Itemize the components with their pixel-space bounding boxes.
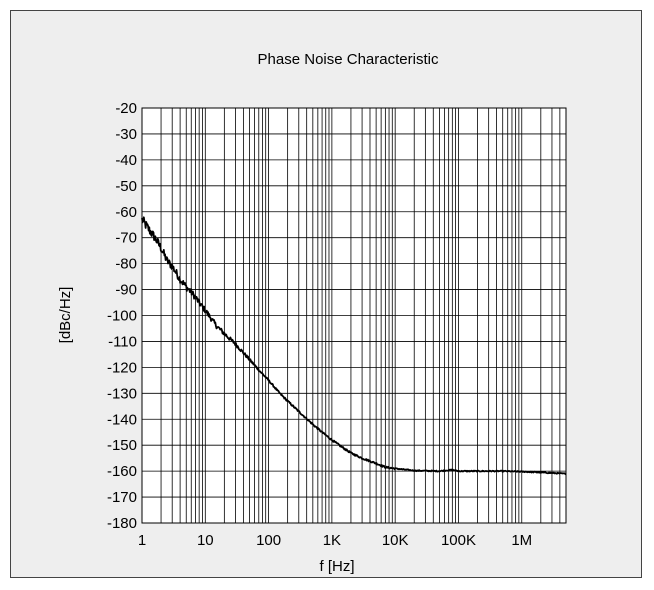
grid — [142, 108, 566, 523]
y-tick-label: -30 — [115, 126, 137, 143]
y-tick-label: -110 — [108, 333, 137, 350]
y-tick-label: -160 — [107, 463, 137, 480]
y-tick-label: -90 — [115, 282, 137, 299]
x-tick-label: 100K — [441, 532, 476, 549]
y-tick-label: -100 — [107, 308, 137, 325]
phase-noise-series — [141, 216, 567, 476]
y-tick-label: -40 — [115, 152, 137, 169]
x-tick-label: 1 — [138, 532, 146, 549]
plot-area-border — [141, 107, 567, 524]
x-axis-label: f [Hz] — [319, 558, 354, 575]
y-tick-label: -60 — [115, 204, 137, 221]
x-tick-label: 1M — [511, 532, 532, 549]
y-tick-label: -130 — [107, 385, 137, 402]
x-tick-label: 10K — [382, 532, 409, 549]
y-tick-label: -50 — [115, 178, 137, 195]
data-layer — [141, 216, 567, 476]
y-tick-label: -170 — [107, 489, 137, 506]
y-tick-label: -80 — [115, 256, 137, 273]
x-tick-label: 10 — [197, 532, 214, 549]
y-tick-label: -20 — [115, 100, 137, 117]
chart-title: Phase Noise Characteristic — [258, 51, 439, 68]
x-tick-label: 1K — [323, 532, 341, 549]
x-tick-label: 100 — [256, 532, 281, 549]
y-tick-labels: -20 -30 -40 -50 -60 -70 -80 -90 -100 -110 -120 -130… — [107, 100, 137, 532]
chart-frame: Phase Noise Characteristic -20 -30 -40 -50-… — [10, 10, 642, 578]
y-tick-label: -150 — [107, 437, 137, 454]
x-tick-labels: 1 10 100 1K 10K 100K 1M — [138, 532, 532, 549]
y-tick-label: -120 — [107, 359, 137, 376]
phase-noise-chart: Phase Noise Characteristic -20-30-40-50-… — [57, 51, 567, 575]
y-tick-label: -140 — [107, 411, 137, 428]
y-tick-label: -70 — [115, 230, 137, 247]
y-axis-label: [dBc/Hz] — [57, 287, 74, 344]
y-tick-label: -180 — [107, 515, 137, 532]
